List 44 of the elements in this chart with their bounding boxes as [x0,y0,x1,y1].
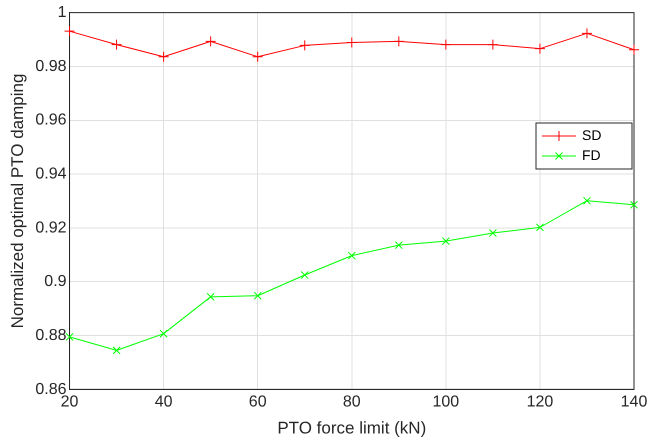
y-tick-label: 0.98 [35,58,67,75]
point [206,292,215,301]
point [536,223,544,232]
point [393,36,404,47]
point [630,200,638,209]
y-tick-label: 0.88 [35,326,67,344]
point [205,36,216,47]
point [487,39,498,50]
point [158,51,170,62]
point [64,26,76,37]
point [581,28,592,39]
point [346,36,358,48]
point [300,270,309,280]
point [488,228,497,238]
point [394,241,403,250]
x-tick-label: 60 [248,393,267,410]
point [582,196,591,205]
x-tick-label: 80 [342,393,361,410]
legend-label: FD [582,146,601,163]
point [348,252,356,260]
point [66,332,74,341]
x-tick-label: 40 [154,393,173,410]
x-tick-label: 120 [526,393,554,410]
point [160,330,168,338]
x-tick-label: 20 [60,393,79,410]
y-tick-label: 0.96 [35,112,67,129]
y-tick-label: 1 [58,4,67,22]
point [254,292,262,300]
x-tick-label: 140 [620,393,648,410]
y-tick-label: 0.94 [35,165,67,182]
legend-label: SD [582,126,602,143]
point [299,40,310,51]
x-tick-label: 100 [432,393,460,410]
y-axis-title: Normalized optimal PTO damping [8,74,27,328]
point [252,51,264,62]
x-axis-title: PTO force limit (kN) [277,418,426,438]
point [111,39,122,50]
point [628,44,640,56]
point [112,346,121,354]
y-tick-label: 0.9 [44,273,67,290]
y-tick-label: 0.92 [35,219,67,236]
point [440,39,452,50]
point [534,43,546,54]
point [442,237,450,246]
